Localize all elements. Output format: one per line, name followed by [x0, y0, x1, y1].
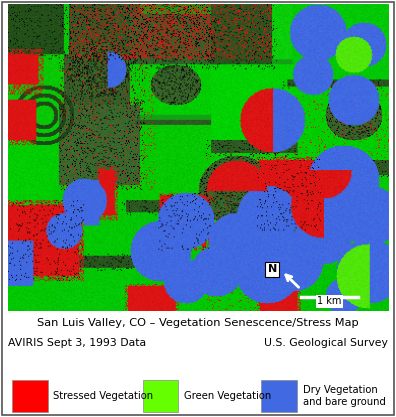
Text: AVIRIS Sept 3, 1993 Data: AVIRIS Sept 3, 1993 Data	[8, 338, 146, 348]
Text: Dry Vegetation
and bare ground: Dry Vegetation and bare ground	[303, 385, 386, 407]
Text: Green Vegetation: Green Vegetation	[184, 391, 271, 401]
Text: 1 km: 1 km	[317, 296, 341, 306]
Text: N: N	[268, 264, 277, 274]
Text: U.S. Geological Survey: U.S. Geological Survey	[264, 338, 388, 348]
Text: Stressed Vegetation: Stressed Vegetation	[53, 391, 154, 401]
FancyBboxPatch shape	[12, 380, 48, 412]
FancyBboxPatch shape	[261, 380, 297, 412]
Text: San Luis Valley, CO – Vegetation Senescence/Stress Map: San Luis Valley, CO – Vegetation Senesce…	[37, 318, 359, 328]
FancyBboxPatch shape	[143, 380, 178, 412]
